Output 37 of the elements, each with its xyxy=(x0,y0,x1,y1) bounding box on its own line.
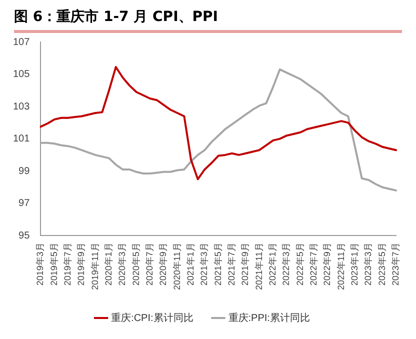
x-tick-label: 2020年11月 xyxy=(172,242,182,290)
y-tick-label: 99 xyxy=(18,166,30,177)
x-tick-label: 2019年7月 xyxy=(62,242,72,286)
y-tick-label: 105 xyxy=(12,69,30,80)
x-tick-label: 2021年3月 xyxy=(199,242,210,286)
x-tick-label: 2021年5月 xyxy=(212,242,223,286)
x-tick-label: 2020年7月 xyxy=(144,242,154,286)
x-tick-label: 2022年9月 xyxy=(322,242,332,286)
x-tick-label: 2021年1月 xyxy=(185,242,196,286)
x-tick-label: 2019年3月 xyxy=(35,242,46,286)
x-tick-label: 2021年11月 xyxy=(254,242,264,290)
x-tick-label: 2023年3月 xyxy=(363,242,374,286)
x-tick-label: 2022年11月 xyxy=(336,242,346,290)
y-tick-label: 103 xyxy=(12,101,30,112)
y-tick-label: 97 xyxy=(18,198,30,210)
chart-title: 图 6：重庆市 1-7 月 CPI、PPI xyxy=(13,8,220,27)
legend-label: 重庆:PPI:累计同比 xyxy=(228,312,310,324)
x-tick-label: 2020年3月 xyxy=(117,242,128,286)
x-tick-label: 2020年5月 xyxy=(130,242,141,286)
y-tick-label: 107 xyxy=(12,36,30,48)
x-tick-label: 2022年7月 xyxy=(308,242,318,286)
x-tick-label: 2019年5月 xyxy=(48,242,59,286)
x-tick-label: 2023年7月 xyxy=(390,242,400,286)
x-tick-label: 2023年1月 xyxy=(349,242,360,286)
y-tick-label: 95 xyxy=(18,230,30,242)
x-tick-label: 2020年1月 xyxy=(104,242,114,286)
legend-label: 重庆:CPI:累计同比 xyxy=(111,312,194,324)
x-tick-label: 2023年5月 xyxy=(376,242,387,286)
x-tick-label: 2021年9月 xyxy=(240,242,250,286)
x-tick-label: 2020年9月 xyxy=(158,242,168,286)
x-tick-label: 2022年5月 xyxy=(294,242,305,286)
y-tick-label: 101 xyxy=(12,134,30,145)
x-tick-label: 2019年9月 xyxy=(76,242,86,286)
x-tick-label: 2019年11月 xyxy=(90,242,100,290)
x-tick-label: 2022年3月 xyxy=(281,242,292,286)
x-tick-label: 2022年1月 xyxy=(267,242,278,286)
x-tick-label: 2021年7月 xyxy=(226,242,236,286)
